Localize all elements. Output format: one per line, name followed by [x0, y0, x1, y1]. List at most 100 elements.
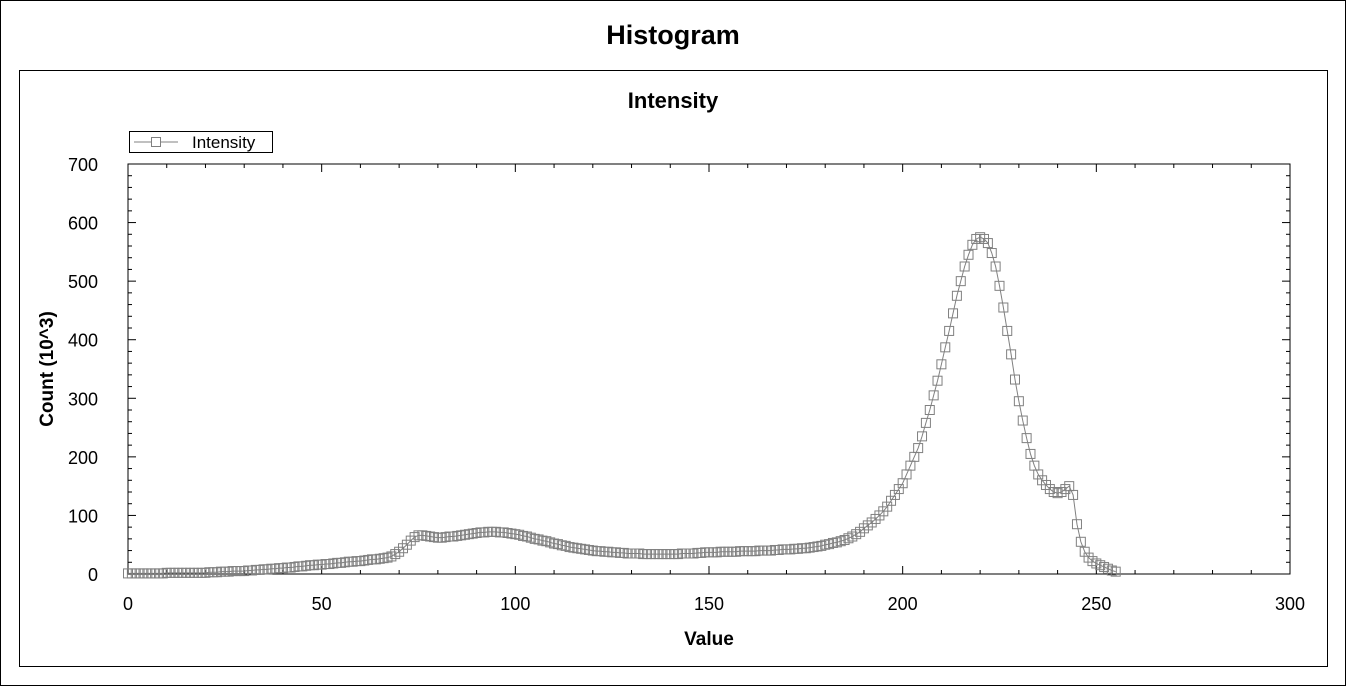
data-point — [696, 547, 707, 558]
x-tick-label: 200 — [888, 594, 918, 614]
data-point — [157, 568, 168, 579]
data-point — [634, 548, 645, 559]
data-point — [254, 564, 265, 575]
data-point — [1056, 487, 1067, 497]
data-point — [355, 556, 366, 567]
data-point — [405, 535, 416, 546]
data-point — [541, 536, 552, 547]
data-point — [824, 539, 835, 550]
data-point — [673, 549, 684, 560]
data-point — [525, 532, 536, 543]
data-point — [971, 233, 982, 244]
data-point — [398, 543, 409, 554]
data-point — [603, 546, 614, 557]
data-point — [1068, 489, 1079, 500]
data-point — [285, 562, 296, 573]
data-point — [564, 542, 575, 553]
data-point — [301, 560, 312, 571]
data-point — [568, 542, 579, 553]
data-point — [490, 526, 501, 537]
data-point — [374, 553, 385, 564]
data-point — [363, 554, 374, 565]
data-point — [963, 249, 974, 260]
data-point — [502, 528, 513, 538]
data-point — [556, 540, 567, 551]
data-point — [858, 523, 869, 534]
data-point — [583, 544, 594, 555]
data-point — [959, 261, 970, 272]
data-point — [587, 545, 598, 556]
x-tick-label: 0 — [123, 594, 133, 614]
data-point — [1025, 448, 1036, 459]
data-point — [1091, 558, 1102, 569]
data-point — [866, 517, 877, 528]
data-point — [835, 536, 846, 547]
data-point — [510, 529, 521, 540]
data-point — [1071, 519, 1082, 530]
data-point — [990, 261, 1001, 272]
y-tick-label: 400 — [68, 331, 98, 351]
data-point — [1013, 396, 1024, 407]
data-point — [514, 529, 525, 540]
data-point — [479, 527, 490, 538]
x-tick-label: 100 — [500, 594, 530, 614]
data-point — [262, 564, 273, 575]
data-point — [459, 529, 470, 540]
y-tick-label: 0 — [88, 565, 98, 585]
data-point — [948, 308, 959, 319]
y-tick-label: 600 — [68, 214, 98, 234]
data-point — [936, 359, 947, 370]
data-point — [378, 553, 389, 564]
data-point — [1009, 374, 1020, 385]
y-tick-label: 200 — [68, 448, 98, 468]
data-point — [359, 555, 370, 566]
data-point — [471, 528, 482, 538]
data-point — [851, 529, 862, 540]
data-point — [246, 565, 257, 576]
data-point — [1099, 561, 1110, 572]
data-point — [328, 558, 339, 569]
data-point — [785, 544, 796, 555]
data-point — [951, 290, 962, 301]
data-point — [463, 529, 474, 540]
data-point — [347, 556, 358, 567]
data-point — [975, 232, 986, 243]
data-point — [1002, 325, 1013, 336]
data-point — [467, 528, 478, 539]
data-point — [820, 539, 831, 550]
data-point — [618, 547, 629, 558]
legend-label: Intensity — [192, 133, 256, 152]
data-point — [498, 527, 509, 538]
data-point — [1075, 536, 1086, 547]
data-point — [1060, 484, 1071, 495]
y-tick-label: 300 — [68, 389, 98, 409]
data-point — [549, 538, 560, 549]
data-point — [955, 276, 966, 287]
legend-box — [129, 131, 273, 153]
data-point — [452, 530, 463, 541]
data-point — [994, 280, 1005, 291]
data-point — [580, 544, 591, 555]
data-point — [750, 546, 761, 557]
data-point — [428, 532, 439, 543]
data-point — [518, 530, 529, 541]
data-point — [1079, 546, 1090, 557]
data-point — [394, 546, 405, 557]
data-point — [521, 531, 532, 542]
y-tick-label: 700 — [68, 155, 98, 175]
data-point — [1021, 433, 1032, 444]
chart-title: Intensity — [628, 88, 719, 113]
data-point — [967, 239, 978, 250]
data-point — [1006, 349, 1017, 360]
data-point — [808, 542, 819, 553]
data-point — [917, 431, 928, 442]
data-point — [1048, 487, 1059, 497]
data-point — [576, 543, 587, 554]
data-point — [277, 563, 288, 574]
data-point — [982, 238, 993, 249]
legend-marker — [151, 137, 161, 147]
data-point — [339, 557, 350, 568]
y-tick-label: 500 — [68, 272, 98, 292]
